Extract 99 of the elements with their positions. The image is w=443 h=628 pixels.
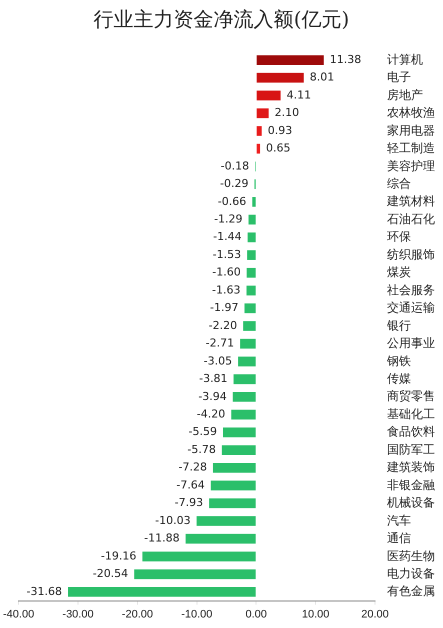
bar	[231, 410, 256, 420]
data-label: -0.66	[218, 194, 246, 208]
y-tick-label: 美容护理	[387, 158, 435, 173]
y-tick-label: 通信	[387, 531, 411, 546]
data-label: -1.97	[210, 301, 238, 314]
x-tick-label: 0.00	[245, 608, 267, 620]
x-tick-label: 10.00	[302, 608, 330, 620]
bar	[247, 250, 256, 260]
data-label: -2.20	[208, 318, 238, 332]
data-label: -5.78	[187, 442, 216, 456]
y-tick-label: 煤炭	[387, 265, 411, 280]
y-tick-label: 电子	[387, 70, 411, 84]
data-label: -3.05	[204, 354, 232, 368]
x-tick-label: -10.00	[181, 608, 212, 620]
bar	[246, 268, 256, 278]
bar	[238, 356, 256, 366]
data-label: -1.53	[212, 248, 242, 261]
data-label: -3.94	[198, 390, 227, 403]
y-tick-label: 房地产	[387, 88, 423, 102]
y-tick-label: 基础化工	[387, 406, 435, 421]
bar	[248, 214, 256, 224]
data-label: 0.65	[266, 142, 291, 155]
y-tick-label: 有色金属	[387, 584, 435, 598]
data-label: -0.29	[220, 177, 248, 190]
data-label: -7.28	[178, 460, 207, 474]
y-tick-label: 非银金融	[387, 478, 435, 492]
y-tick-label: 商贸零售	[387, 389, 435, 404]
y-tick-label: 纺织服饰	[387, 247, 435, 262]
y-tick-label: 电力设备	[387, 566, 435, 581]
y-tick-label: 建筑装饰	[386, 460, 435, 474]
bar	[212, 462, 256, 473]
data-label: -5.59	[188, 425, 217, 438]
data-label: -1.29	[214, 212, 243, 226]
data-label: 8.01	[310, 70, 334, 84]
bar	[256, 126, 262, 136]
y-tick-label: 家用电器	[387, 123, 435, 138]
data-label: 11.38	[330, 52, 362, 66]
y-tick-label: 交通运输	[387, 300, 435, 315]
bar	[240, 338, 256, 349]
x-tick-label: -20.00	[122, 608, 153, 620]
y-tick-label: 银行	[386, 318, 411, 332]
bar	[256, 55, 324, 65]
y-tick-label: 钢铁	[386, 354, 411, 368]
y-tick-label: 综合	[387, 176, 411, 190]
y-tick-label: 医药生物	[387, 548, 435, 563]
bar	[196, 516, 256, 526]
data-label: -0.18	[220, 159, 250, 172]
y-tick-label: 石油石化	[387, 212, 435, 226]
data-label: 2.10	[274, 106, 300, 120]
bar	[186, 534, 256, 544]
bar	[256, 108, 269, 118]
x-tick-label: -40.00	[2, 608, 34, 620]
y-tick-label: 环保	[387, 230, 411, 244]
data-label: -7.64	[176, 478, 205, 492]
data-label: -11.88	[144, 532, 180, 545]
bar	[209, 498, 256, 508]
data-label: -1.60	[212, 266, 241, 279]
bar	[256, 90, 281, 100]
data-label: -31.68	[26, 584, 62, 598]
data-label: -19.16	[100, 549, 136, 562]
data-label: -10.03	[155, 514, 191, 527]
data-label: -1.63	[212, 283, 241, 296]
y-tick-label: 机械设备	[387, 496, 435, 510]
bar	[222, 445, 256, 455]
bar	[210, 480, 256, 490]
bar	[244, 303, 256, 314]
data-label: -4.20	[196, 408, 226, 421]
bar	[142, 552, 256, 562]
y-tick-label: 轻工制造	[387, 141, 435, 156]
y-tick-label: 计算机	[387, 52, 423, 66]
bar	[256, 72, 304, 83]
y-tick-label: 国防军工	[387, 442, 435, 456]
bar	[252, 197, 256, 207]
chart-title: 行业主力资金净流入额(亿元)	[92, 6, 350, 33]
y-tick-label: 汽车	[387, 513, 411, 528]
data-label: -3.81	[199, 372, 228, 386]
data-label: -7.93	[174, 496, 204, 510]
y-tick-label: 社会服务	[387, 282, 435, 297]
data-label: -1.44	[213, 230, 242, 244]
data-label: -20.54	[92, 567, 128, 580]
y-tick-label: 农林牧渔	[387, 106, 435, 120]
bar	[256, 144, 260, 154]
y-tick-label: 建筑材料	[386, 194, 435, 208]
x-tick-label: -30.00	[62, 608, 94, 620]
bar	[232, 392, 256, 402]
bar	[222, 428, 256, 438]
bar	[246, 286, 256, 296]
data-label: 4.11	[286, 88, 312, 102]
x-tick-label: 20.00	[361, 608, 389, 620]
bar	[234, 374, 256, 384]
y-tick-label: 公用事业	[387, 336, 435, 350]
y-tick-label: 食品饮料	[387, 424, 435, 439]
bar	[248, 232, 256, 242]
y-tick-label: 传媒	[387, 372, 411, 386]
bar	[243, 321, 256, 331]
bar	[68, 587, 256, 597]
bar	[134, 569, 256, 580]
data-label: -2.71	[206, 336, 234, 350]
data-label: 0.93	[268, 124, 292, 137]
